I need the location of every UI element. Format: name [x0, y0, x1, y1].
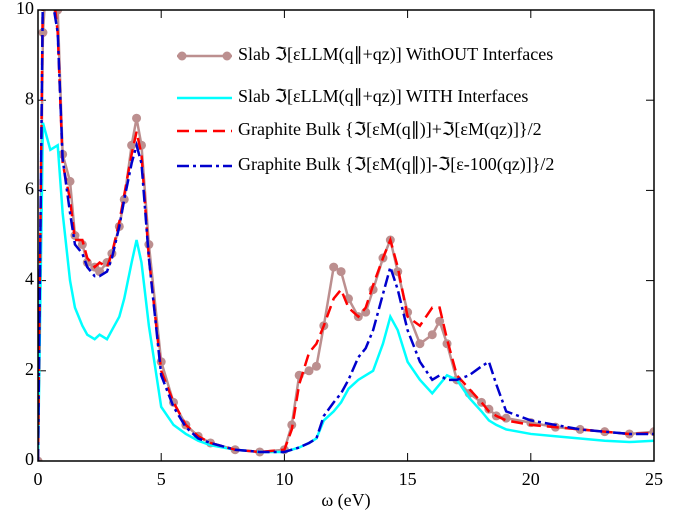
series-marker [70, 231, 80, 240]
series-marker [38, 28, 48, 38]
series-marker [329, 262, 339, 272]
series-marker [427, 330, 437, 340]
x-tick-label: 25 [645, 469, 663, 489]
y-tick-label: 8 [25, 88, 34, 108]
legend-marker [177, 51, 187, 61]
x-tick-label: 0 [34, 469, 43, 489]
legend-marker [222, 51, 232, 61]
series-marker [304, 366, 314, 376]
series-marker [415, 339, 425, 349]
series-line [38, 10, 654, 461]
plot-area [38, 10, 654, 461]
series-marker [119, 194, 129, 204]
x-tick-label: 5 [157, 469, 166, 489]
series-marker [311, 361, 321, 371]
x-tick-label: 15 [399, 469, 417, 489]
x-tick-label: 20 [522, 469, 540, 489]
y-tick-label: 4 [25, 269, 34, 289]
series-line [38, 10, 654, 461]
x-axis-label: ω (eV) [321, 490, 370, 511]
legend-label: Graphite Bulk {ℑ[εM(q∥)]-ℑ[ε-100(qz)]}/2 [238, 154, 554, 175]
series-marker [132, 113, 142, 123]
series-marker [65, 176, 75, 186]
y-tick-label: 2 [25, 359, 34, 379]
series-marker [435, 316, 445, 326]
legend-label: Slab ℑ[εLLM(q∥+qz)] WithOUT Interfaces [238, 44, 553, 65]
series-marker [575, 424, 585, 434]
y-tick-label: 10 [16, 0, 34, 18]
y-tick-label: 6 [25, 179, 34, 199]
series-marker [336, 267, 346, 277]
x-tick-label: 10 [275, 469, 293, 489]
legend-label: Graphite Bulk {ℑ[εM(q∥)]+ℑ[εM(qz)]}/2 [238, 119, 542, 140]
y-tick-label: 0 [25, 449, 34, 469]
plot-frame [37, 9, 655, 462]
legend-label: Slab ℑ[εLLM(q∥+qz)] WITH Interfaces [238, 86, 528, 107]
